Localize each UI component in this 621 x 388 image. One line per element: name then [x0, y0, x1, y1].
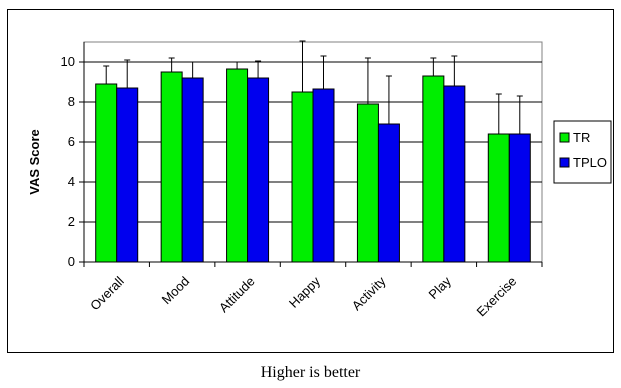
- bar-tplo-play: [443, 85, 466, 263]
- y-tick-label: 10: [61, 54, 75, 69]
- bar-tplo-overall: [116, 87, 139, 263]
- x-tick-label: Play: [425, 273, 454, 302]
- y-tick-label: 4: [68, 174, 75, 189]
- bar-chart: 0 2 4 6 8 10 Overall Mood Attitude Happy Activity P…: [27, 40, 612, 320]
- chart-frame: 0 2 4 6 8 10 Overall Mood Attitude Happy Activity P…: [7, 9, 614, 353]
- x-tick-label: Mood: [159, 274, 193, 308]
- y-axis-title: VAS Score: [27, 129, 42, 195]
- bar-tplo-activity: [377, 123, 400, 263]
- bar-tr-activity: [356, 103, 379, 263]
- y-tick-label: 6: [68, 134, 75, 149]
- bar-tplo-exercise: [508, 133, 531, 263]
- chart-caption: Higher is better: [260, 364, 361, 381]
- y-tick-label: 2: [68, 214, 75, 229]
- legend-label-tplo: TPLO: [573, 155, 607, 170]
- legend-label-tr: TR: [573, 130, 590, 145]
- x-tick-label: Happy: [286, 273, 324, 311]
- legend-swatch-tr: [559, 132, 570, 143]
- bar-tplo-attitude: [247, 77, 270, 263]
- x-tick-label: Exercise: [474, 274, 520, 320]
- legend: [553, 120, 612, 184]
- bar-tplo-mood: [181, 77, 204, 263]
- bar-tplo-happy: [312, 88, 335, 263]
- y-tick-label: 0: [68, 254, 75, 269]
- x-tick-label: Overall: [87, 273, 127, 313]
- bar-tr-happy: [291, 91, 314, 263]
- legend-swatch-tplo: [559, 157, 570, 168]
- bar-tr-overall: [95, 83, 118, 263]
- bar-tr-attitude: [226, 68, 249, 263]
- bar-tr-play: [422, 75, 445, 263]
- y-tick-label: 8: [68, 94, 75, 109]
- x-tick-label: Activity: [349, 273, 389, 313]
- x-tick-label: Attitude: [216, 274, 258, 316]
- bar-tr-mood: [160, 71, 183, 263]
- bar-tr-exercise: [487, 133, 510, 263]
